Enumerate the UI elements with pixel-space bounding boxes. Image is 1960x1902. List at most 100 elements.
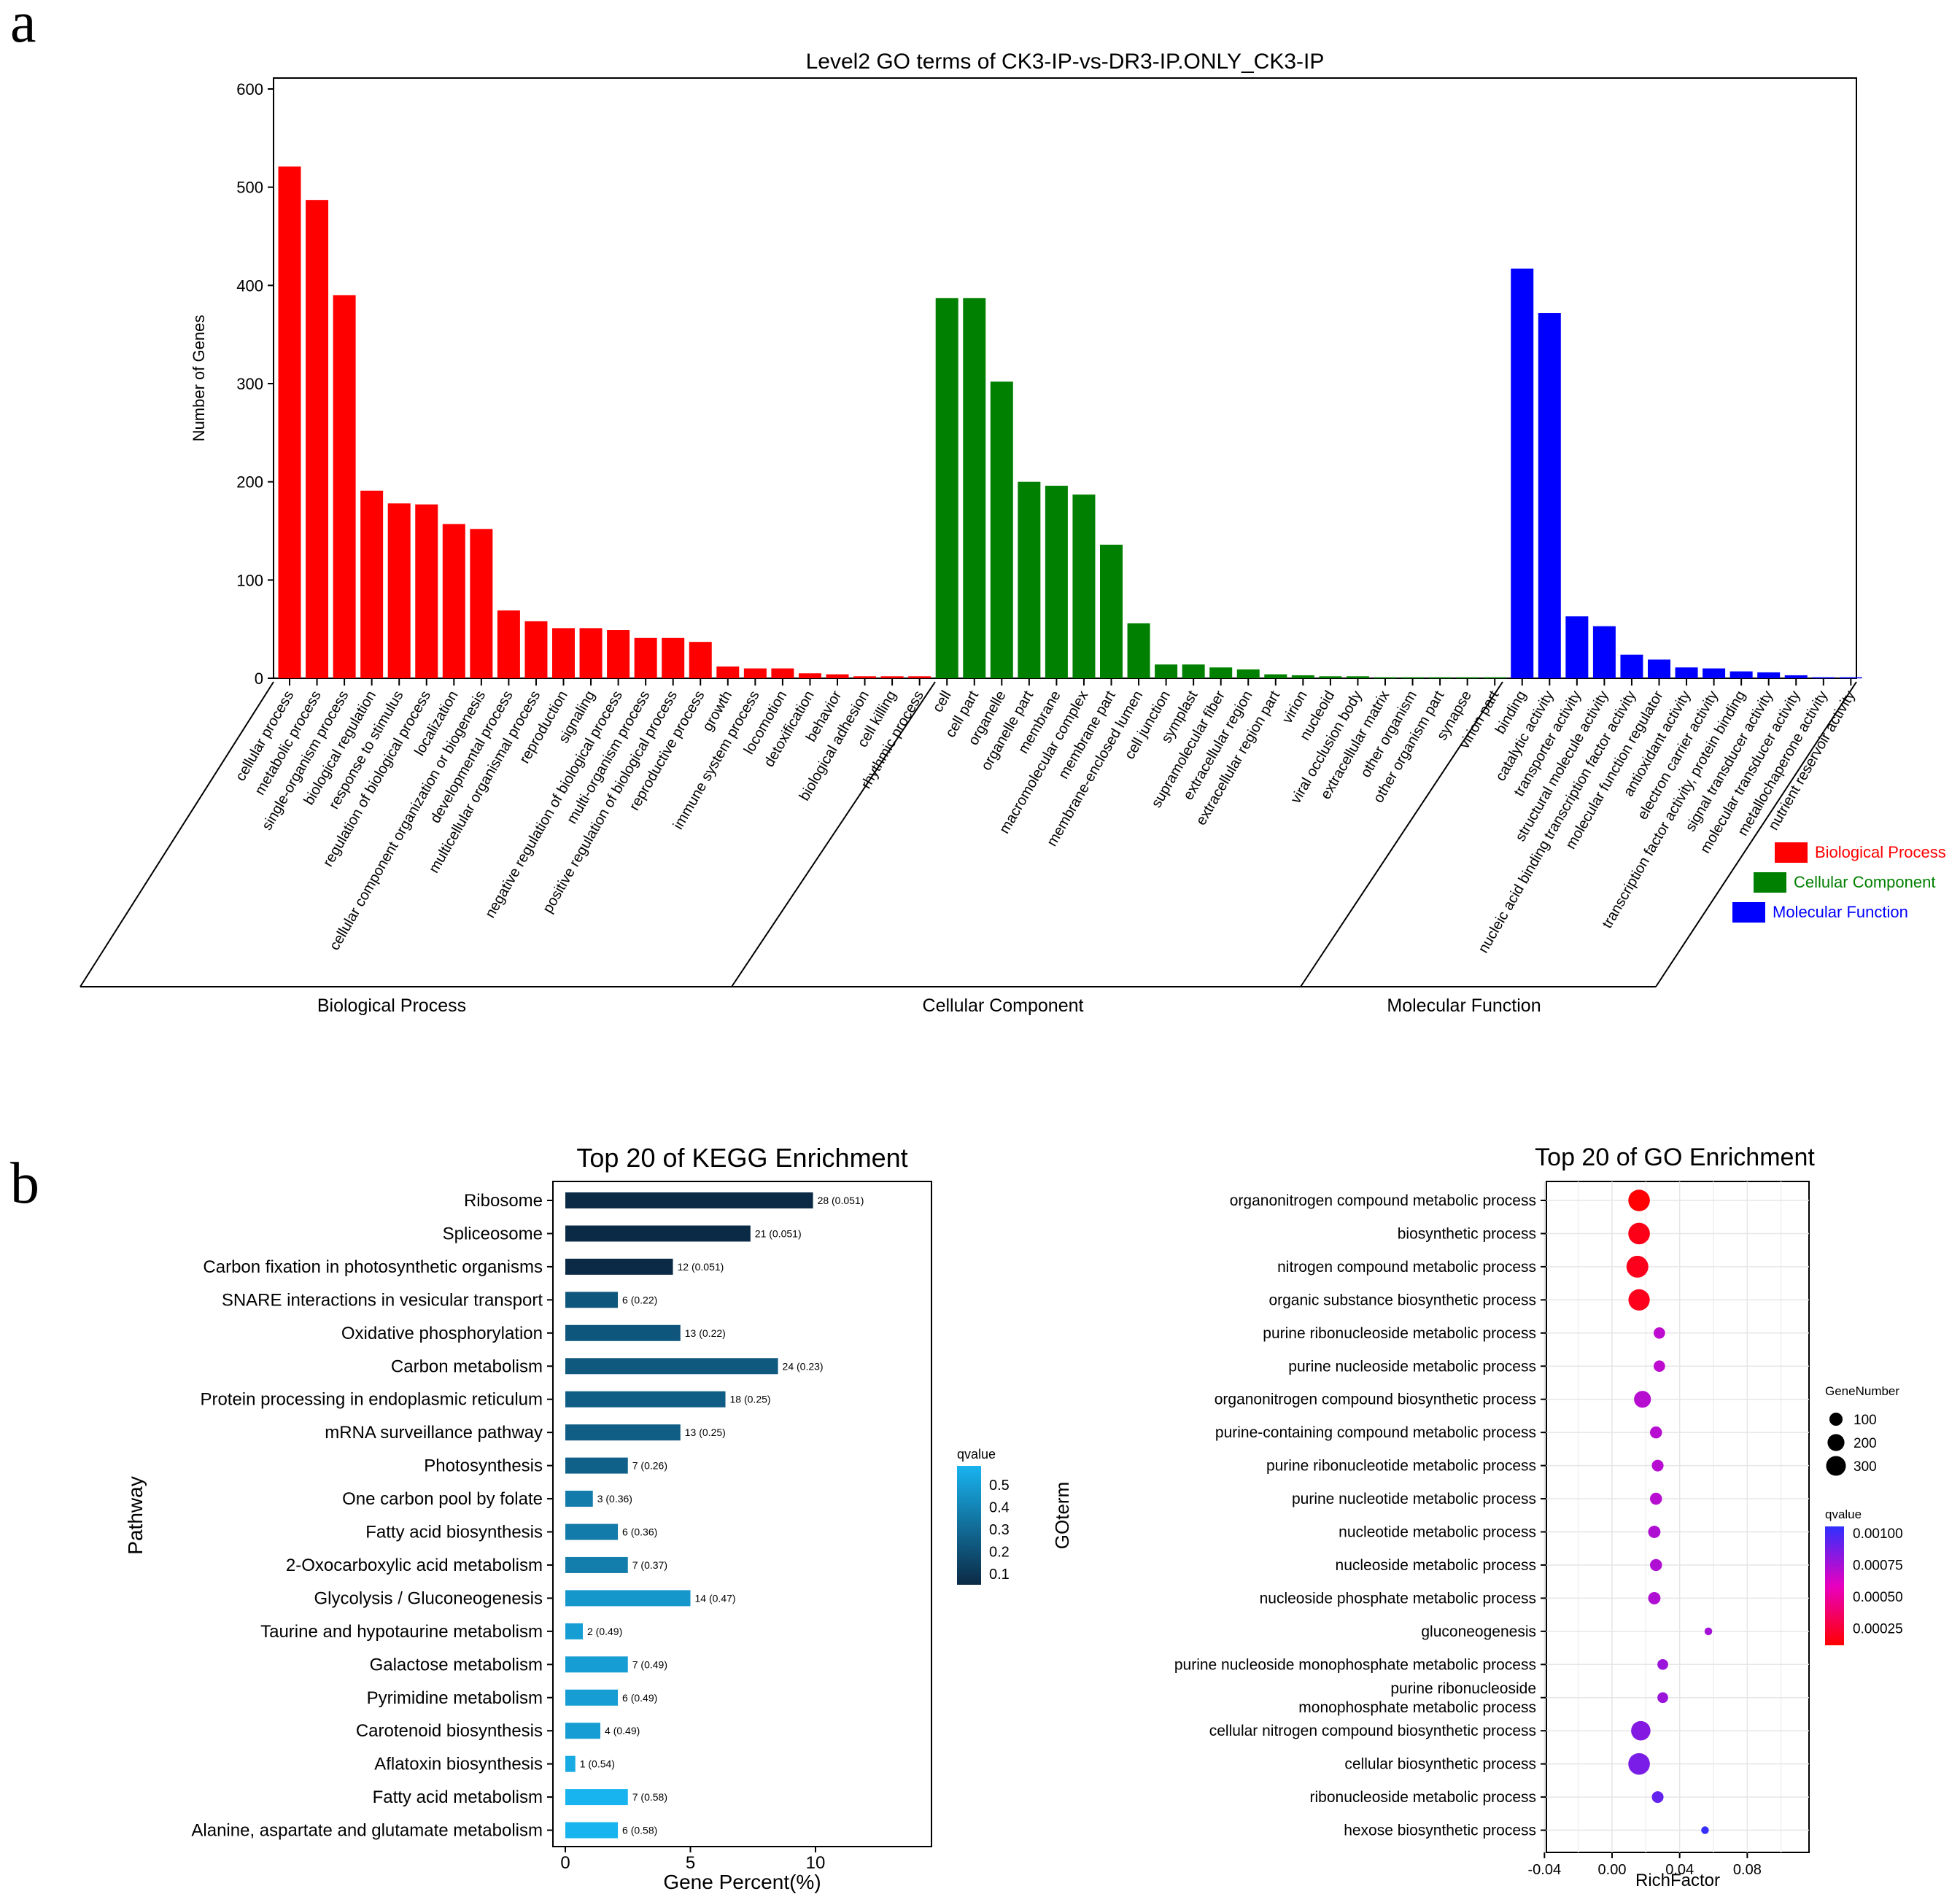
kegg-bar-label: 24 (0.23) — [783, 1360, 824, 1372]
y-axis-label: Pathway — [124, 1476, 147, 1554]
kegg-pathway-label: Glycolysis / Gluconeogenesis — [314, 1588, 543, 1608]
kegg-bar-label: 6 (0.22) — [622, 1294, 657, 1305]
kegg-bar-label: 12 (0.051) — [677, 1261, 724, 1273]
kegg-bar-label: 21 (0.051) — [755, 1227, 802, 1239]
kegg-bar — [565, 1723, 601, 1739]
bar — [1565, 616, 1589, 678]
colorbar-label: 0.5 — [989, 1478, 1010, 1494]
go-colorbar-label: 0.00025 — [1853, 1622, 1903, 1637]
go-colorbar — [1825, 1526, 1844, 1645]
bar — [1456, 677, 1479, 679]
go-bubble — [1651, 1459, 1664, 1472]
colorbar-label: 0.2 — [989, 1545, 1010, 1561]
bar — [1319, 676, 1342, 678]
go-bubble — [1650, 1559, 1662, 1572]
y-tick-label: 600 — [236, 80, 263, 98]
go-bubble — [1634, 1391, 1651, 1408]
kegg-bar-label: 7 (0.26) — [632, 1460, 667, 1472]
bar — [1045, 486, 1068, 678]
kegg-bar-label: 7 (0.58) — [632, 1791, 667, 1803]
kegg-bar — [565, 1689, 619, 1706]
go-bubble — [1631, 1720, 1651, 1741]
bar — [278, 166, 301, 679]
colorbar-label: 0.3 — [989, 1522, 1010, 1538]
go-bubble — [1650, 1492, 1662, 1505]
bar — [552, 628, 575, 678]
legend-swatch — [1775, 842, 1808, 863]
y-tick-label: 500 — [236, 179, 263, 197]
go-term-label: nucleotide metabolic process — [1339, 1524, 1536, 1541]
go-bubble — [1657, 1692, 1668, 1704]
bar — [1757, 672, 1781, 678]
go-bubble — [1626, 1255, 1649, 1278]
go-term-label: organonitrogen compound biosynthetic pro… — [1215, 1391, 1536, 1408]
go-colorbar-label: 0.00100 — [1853, 1526, 1903, 1542]
go-bubble — [1648, 1591, 1661, 1604]
y-tick-label: 100 — [236, 571, 263, 589]
kegg-bar — [565, 1523, 619, 1540]
kegg-pathway-label: Oxidative phosphorylation — [341, 1324, 543, 1343]
go-term-label: biosynthetic process — [1398, 1225, 1536, 1242]
kegg-pathway-label: mRNA surveillance pathway — [325, 1423, 543, 1443]
colorbar-label: 0.4 — [989, 1500, 1010, 1516]
kegg-pathway-label: 2-Oxocarboxylic acid metabolism — [286, 1556, 543, 1575]
kegg-bar — [565, 1324, 681, 1341]
bar — [607, 630, 630, 678]
kegg-bar — [565, 1391, 726, 1408]
group-separator — [80, 681, 274, 987]
chart-b1-title: Top 20 of KEGG Enrichment — [576, 1143, 907, 1173]
bar — [1072, 494, 1096, 678]
kegg-bar-label: 2 (0.49) — [587, 1626, 622, 1637]
kegg-bar — [565, 1424, 681, 1441]
kegg-bar-label: 1 (0.54) — [580, 1758, 615, 1770]
kegg-pathway-label: One carbon pool by folate — [342, 1489, 543, 1509]
bar — [497, 610, 520, 678]
go-bubble — [1657, 1658, 1668, 1670]
kegg-pathway-label: Fatty acid biosynthesis — [365, 1523, 543, 1542]
go-bubble — [1650, 1426, 1662, 1439]
kegg-bar — [565, 1590, 691, 1607]
bar — [1483, 677, 1506, 679]
bar — [1648, 659, 1670, 678]
kegg-bar — [565, 1656, 628, 1673]
kegg-pathway-label: SNARE interactions in vesicular transpor… — [222, 1290, 543, 1310]
go-bubble — [1628, 1189, 1650, 1211]
kegg-pathway-label: Taurine and hypotaurine metabolism — [260, 1622, 543, 1642]
bar — [1100, 544, 1123, 678]
bar — [1538, 313, 1561, 678]
kegg-bar-label: 6 (0.58) — [622, 1825, 657, 1836]
go-term-label: purine ribonucleoside metabolic process — [1263, 1325, 1536, 1342]
x-tick-label: cell — [929, 688, 954, 715]
go-term-label: purine-containing compound metabolic pro… — [1215, 1424, 1536, 1441]
go-term-label: organic substance biosynthetic process — [1268, 1292, 1536, 1308]
bar — [716, 666, 740, 678]
go-bubble — [1654, 1327, 1665, 1339]
size-legend-dot — [1827, 1434, 1845, 1451]
bar — [1374, 677, 1397, 679]
size-legend-label: 100 — [1854, 1413, 1877, 1428]
kegg-pathway-label: Alanine, aspartate and glutamate metabol… — [191, 1821, 543, 1841]
kegg-bar — [565, 1755, 576, 1772]
bar — [1182, 664, 1205, 678]
kegg-bar-label: 6 (0.49) — [622, 1692, 657, 1704]
kegg-pathway-label: Ribosome — [464, 1191, 543, 1211]
bar — [1236, 669, 1260, 678]
legend-label: Molecular Function — [1773, 903, 1908, 921]
kegg-bar — [565, 1556, 628, 1573]
size-legend-dot — [1829, 1412, 1843, 1426]
bar — [1291, 675, 1314, 678]
go-term-label: nucleoside metabolic process — [1336, 1557, 1536, 1574]
bar — [579, 628, 603, 678]
kegg-bar-label: 3 (0.36) — [597, 1493, 632, 1505]
go-bubble — [1628, 1222, 1650, 1245]
y-tick-label: 400 — [236, 276, 263, 295]
bar — [524, 621, 548, 678]
kegg-pathway-label: Fatty acid metabolism — [373, 1788, 543, 1807]
bar — [1401, 677, 1425, 679]
group-label: Biological Process — [317, 995, 466, 1016]
kegg-bar-label: 4 (0.49) — [605, 1725, 640, 1736]
x-tick-label: 0 — [560, 1853, 570, 1873]
bar — [306, 200, 329, 678]
kegg-bar-label: 28 (0.051) — [818, 1195, 864, 1206]
kegg-bar — [565, 1358, 778, 1375]
